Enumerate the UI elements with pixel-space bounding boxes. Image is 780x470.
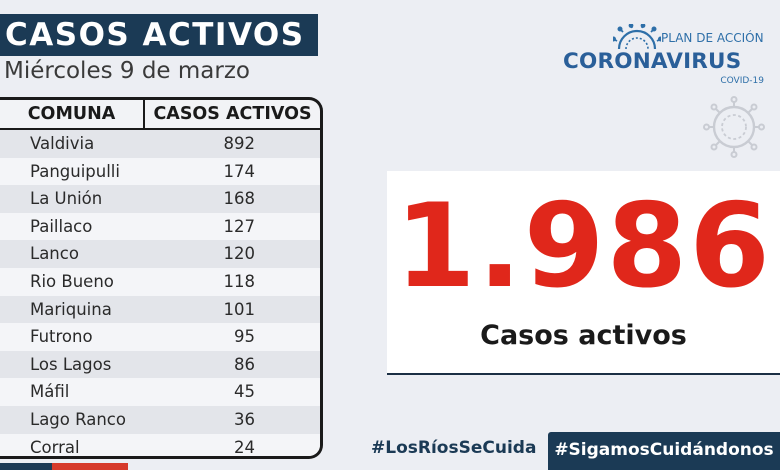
cases-table: COMUNA CASOS ACTIVOS Valdivia 892 Panguip… <box>0 97 323 459</box>
total-summary-card: 1.986 Casos activos <box>387 171 780 375</box>
virus-icon <box>613 24 661 50</box>
cell-comuna: Lago Ranco <box>30 409 126 429</box>
logo-wordmark: CORONAVIRUS <box>563 49 742 74</box>
cell-casos: 127 <box>223 216 256 236</box>
table-row: Futrono 95 <box>0 323 320 351</box>
cell-casos: 892 <box>223 134 256 153</box>
logo-plan-text: PLAN DE ACCIÓN <box>661 31 764 45</box>
total-active-cases: 1.986 <box>395 179 772 314</box>
table-row: Rio Bueno 118 <box>0 267 320 296</box>
cell-casos: 101 <box>223 299 256 319</box>
table-header: COMUNA CASOS ACTIVOS <box>0 100 320 130</box>
cell-comuna: Valdivia <box>30 134 95 153</box>
cell-casos: 24 <box>234 437 255 457</box>
table-row: Máfil 45 <box>0 378 320 406</box>
coronavirus-logo: PLAN DE ACCIÓN CORONAVIRUS COVID-19 <box>563 24 768 94</box>
report-date: Miércoles 9 de marzo <box>4 58 250 84</box>
total-label: Casos activos <box>480 320 687 351</box>
cell-comuna: Corral <box>30 437 80 457</box>
corner-flag-strip <box>0 463 128 470</box>
cell-casos: 45 <box>234 382 255 402</box>
table-body: Valdivia 892 Panguipulli 174 La Unión 168 P… <box>0 130 320 457</box>
table-row: La Unión 168 <box>0 185 320 213</box>
virus-outline-icon <box>703 96 765 158</box>
cell-casos: 168 <box>223 189 256 209</box>
cell-comuna: Rio Bueno <box>30 271 114 291</box>
page-title: CASOS ACTIVOS <box>0 14 318 56</box>
table-row: Panguipulli 174 <box>0 157 320 186</box>
cell-casos: 95 <box>234 327 255 347</box>
cell-comuna: Lanco <box>30 244 79 264</box>
table-row: Lago Ranco 36 <box>0 405 320 434</box>
cell-comuna: La Unión <box>30 189 103 209</box>
column-header-casos: CASOS ACTIVOS <box>153 104 312 124</box>
flag-red-block <box>52 463 128 470</box>
cell-casos: 174 <box>223 161 256 181</box>
cell-casos: 86 <box>234 354 255 374</box>
hashtag-los-rios: #LosRíosSeCuida <box>371 438 537 458</box>
table-row: Los Lagos 86 <box>0 350 320 379</box>
table-row: Valdivia 892 <box>0 130 320 158</box>
cell-casos: 120 <box>223 244 256 264</box>
logo-covid-text: COVID-19 <box>720 76 764 86</box>
table-row: Corral 24 <box>0 433 320 457</box>
cell-casos: 118 <box>223 271 256 291</box>
cell-comuna: Panguipulli <box>30 161 120 181</box>
hashtag-sigamos: #SigamosCuidándonos <box>548 432 780 470</box>
cell-casos: 36 <box>234 409 255 429</box>
table-row: Paillaco 127 <box>0 212 320 241</box>
cell-comuna: Máfil <box>30 382 70 402</box>
cell-comuna: Los Lagos <box>30 354 112 374</box>
column-header-comuna: COMUNA <box>0 100 145 128</box>
cell-comuna: Paillaco <box>30 216 93 236</box>
cell-comuna: Futrono <box>30 327 93 347</box>
table-row: Lanco 120 <box>0 240 320 268</box>
flag-blue-block <box>0 463 52 470</box>
table-row: Mariquina 101 <box>0 295 320 324</box>
cell-comuna: Mariquina <box>30 299 112 319</box>
